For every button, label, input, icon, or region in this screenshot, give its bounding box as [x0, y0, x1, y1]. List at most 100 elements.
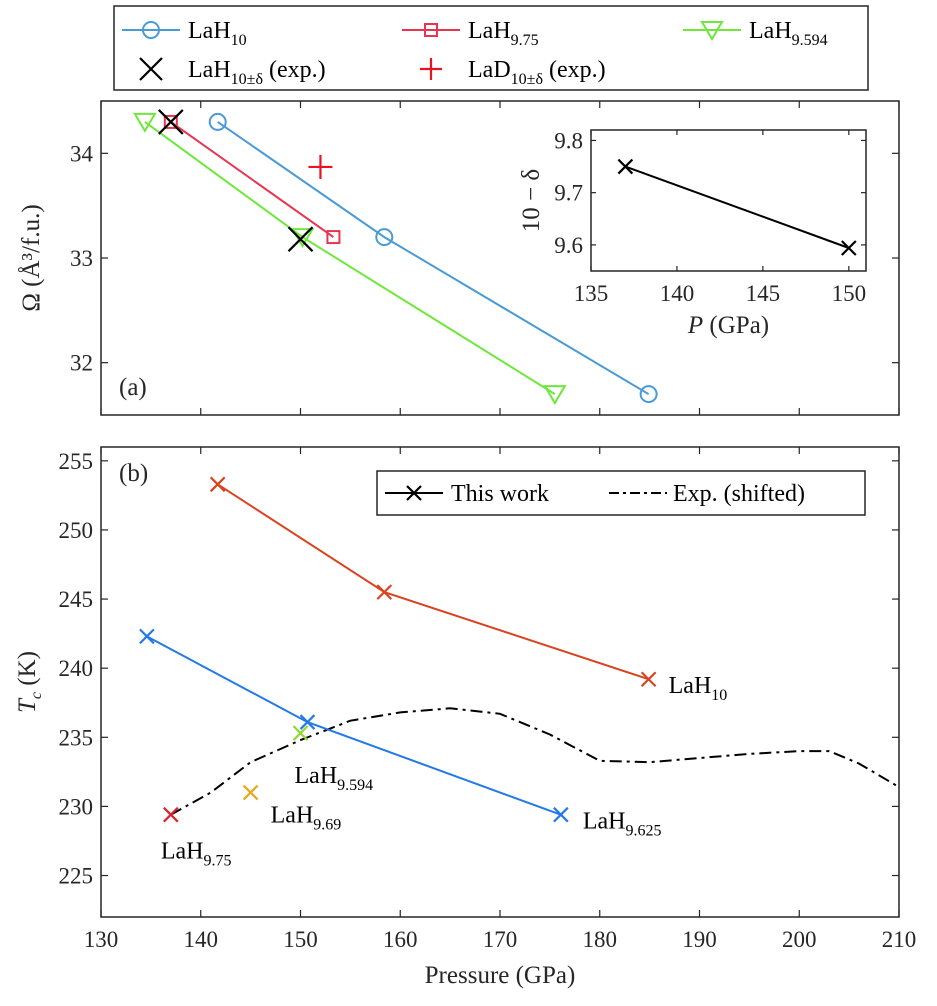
panel-b-ylabel: Tc (K): [14, 651, 45, 713]
inset-xtick-label: 150: [832, 281, 867, 306]
legend-marker-LaD10±δ (exp.): [420, 58, 442, 80]
series-line-LaH10: [217, 121, 650, 395]
legend-label-LaH10-base: LaH: [188, 18, 231, 44]
annotation-LaH9.75: LaH9.75: [161, 839, 232, 870]
annotation-LaH9.75-sub: 9.75: [203, 853, 231, 870]
legend-label-LaH10±δ (exp.)-suffix: (exp.): [263, 57, 326, 83]
legend-label-LaH10-sub: 10: [231, 32, 247, 49]
panel-b-xlabel: Pressure (GPa): [425, 962, 576, 989]
legend-b-box: [376, 470, 866, 516]
marker-LaH10: [376, 584, 393, 600]
exp-marker-LaD10±δ (exp.): [308, 154, 333, 179]
inset-xtick-label: 140: [660, 281, 695, 306]
marker-LaH9.625: [139, 628, 155, 645]
inset-xlabel: P (GPa): [687, 312, 769, 339]
panel-b-ytick-label: 230: [59, 794, 94, 819]
panel-b-xtick-label: 160: [383, 927, 418, 952]
marker-LaH9.594: [543, 385, 567, 406]
panel-a-ytick-label: 34: [70, 141, 94, 166]
exp-marker-LaH10±δ (exp.): [158, 109, 184, 135]
panel-a: 32 33 34 Ω (Å³/f.u.) (a) 135 140 145 150 9.6 9.…: [18, 100, 900, 416]
legend-marker-LaH9.594: [700, 21, 724, 41]
marker-LaH10: [209, 476, 226, 493]
panel-b-xtick-label: 150: [283, 927, 318, 952]
panel-a-ytick-label: 32: [70, 351, 93, 376]
annotation-LaH9.69: LaH9.69: [271, 803, 342, 834]
marker-LaH9.625: [553, 806, 569, 823]
panel-b-xtick-label: 170: [483, 927, 518, 952]
marker-LaH9.75: [163, 114, 178, 129]
inset-ylabel: 10 − δ: [518, 169, 545, 232]
legend-b-exp-label: Exp. (shifted): [673, 481, 805, 507]
exp-marker-LaH10±δ (exp.): [287, 226, 314, 252]
inset-ytick-label: 9.6: [554, 233, 583, 258]
panel-b-xtick-label: 140: [184, 927, 219, 952]
panel-b-ytick-label: 255: [59, 449, 94, 474]
inset-xtick-label: 145: [746, 281, 781, 306]
panel-b-label: (b): [119, 460, 148, 487]
legend-label-LaH9.594-base: LaH: [749, 18, 792, 44]
annotation-LaH9.69-base: LaH: [271, 803, 314, 829]
legend-label-LaD10±δ (exp.)-base: LaD: [468, 57, 511, 83]
annotation-LaH9.594: LaH9.594: [295, 763, 374, 794]
annotation-LaH9.594-base: LaH: [295, 763, 338, 789]
legend-label-LaH10: LaH10: [188, 18, 247, 49]
point-LaH9.69: [242, 784, 259, 801]
legend-label-LaH9.75-sub: 9.75: [511, 32, 539, 49]
legend-marker-LaH10: [142, 21, 160, 39]
inset-ytick-label: 9.7: [554, 181, 583, 206]
legend-label-LaD10±δ (exp.)-sub: 10±δ: [511, 71, 543, 88]
panel-b: 130 140 150 160 170 180 190 200 210 225 230 235 240 2…: [14, 446, 917, 989]
annotation-LaH10: LaH10: [669, 673, 728, 704]
panel-b-xtick-label: 130: [84, 927, 119, 952]
panel-a-ytick-label: 33: [70, 246, 93, 271]
inset-axes-frame: [590, 129, 867, 272]
point-LaH9.75: [163, 806, 179, 823]
panel-b-xtick-label: 180: [583, 927, 618, 952]
legend-b-this-work-label: This work: [451, 481, 549, 507]
marker-LaH10: [208, 112, 227, 131]
panel-b-axes-frame: [100, 446, 900, 918]
legend-label-LaH10±δ (exp.)-base: LaH: [188, 57, 231, 83]
panel-b-ytick-label: 250: [59, 518, 94, 543]
inset-xtick-label: 135: [574, 281, 609, 306]
panel-b-xtick-label: 200: [782, 927, 817, 952]
legend-label-LaH9.75: LaH9.75: [468, 18, 539, 49]
panel-b-ytick-label: 235: [59, 725, 94, 750]
inset-marker: [617, 158, 634, 175]
marker-LaH10: [640, 671, 657, 688]
legend-label-LaH10±δ (exp.)-sub: 10±δ: [231, 71, 263, 88]
marker-LaH9.625: [299, 714, 316, 730]
legend-b-this-work-marker: [406, 485, 422, 501]
annotation-LaH9.69-sub: 9.69: [313, 817, 341, 834]
legend-marker-LaH10±δ (exp.): [139, 57, 163, 81]
marker-LaH10: [375, 228, 394, 247]
inset-plot: 135 140 145 150 9.6 9.7 9.8 P (GPa) 10 − δ: [518, 128, 867, 339]
legend-label-LaH10±δ (exp.): LaH10±δ (exp.): [188, 57, 326, 88]
panel-a-ylabel: Ω (Å³/f.u.): [18, 204, 45, 311]
legend-label-LaD10±δ (exp.): LaD10±δ (exp.): [468, 57, 606, 88]
annotation-LaH10-base: LaH: [669, 673, 712, 699]
series-line-LaH9.75: [170, 121, 334, 238]
panel-b-xtick-label: 210: [882, 927, 917, 952]
inset-marker: [841, 240, 857, 256]
marker-LaH9.75: [326, 230, 341, 245]
point-LaH9.594: [292, 725, 309, 741]
marker-LaH10: [639, 385, 658, 404]
annotation-LaH9.625: LaH9.625: [583, 809, 662, 840]
annotation-LaH9.625-sub: 9.625: [626, 823, 662, 840]
legend-label-LaH9.594: LaH9.594: [749, 18, 828, 49]
panel-b-ytick-label: 225: [59, 864, 94, 889]
legend-label-LaH9.75-base: LaH: [468, 18, 511, 44]
panel-b-ytick-label: 240: [59, 656, 94, 681]
legend-box-top: [113, 5, 869, 91]
legend-panel-b: This work Exp. (shifted): [376, 470, 866, 516]
series-line-LaH9.594: [144, 121, 556, 395]
annotation-LaH10-sub: 10: [711, 687, 727, 704]
panel-a-label: (a): [119, 374, 147, 401]
panel-b-xtick-label: 190: [682, 927, 717, 952]
inset-ytick-label: 9.8: [554, 128, 583, 153]
annotation-LaH9.75-base: LaH: [161, 839, 204, 865]
